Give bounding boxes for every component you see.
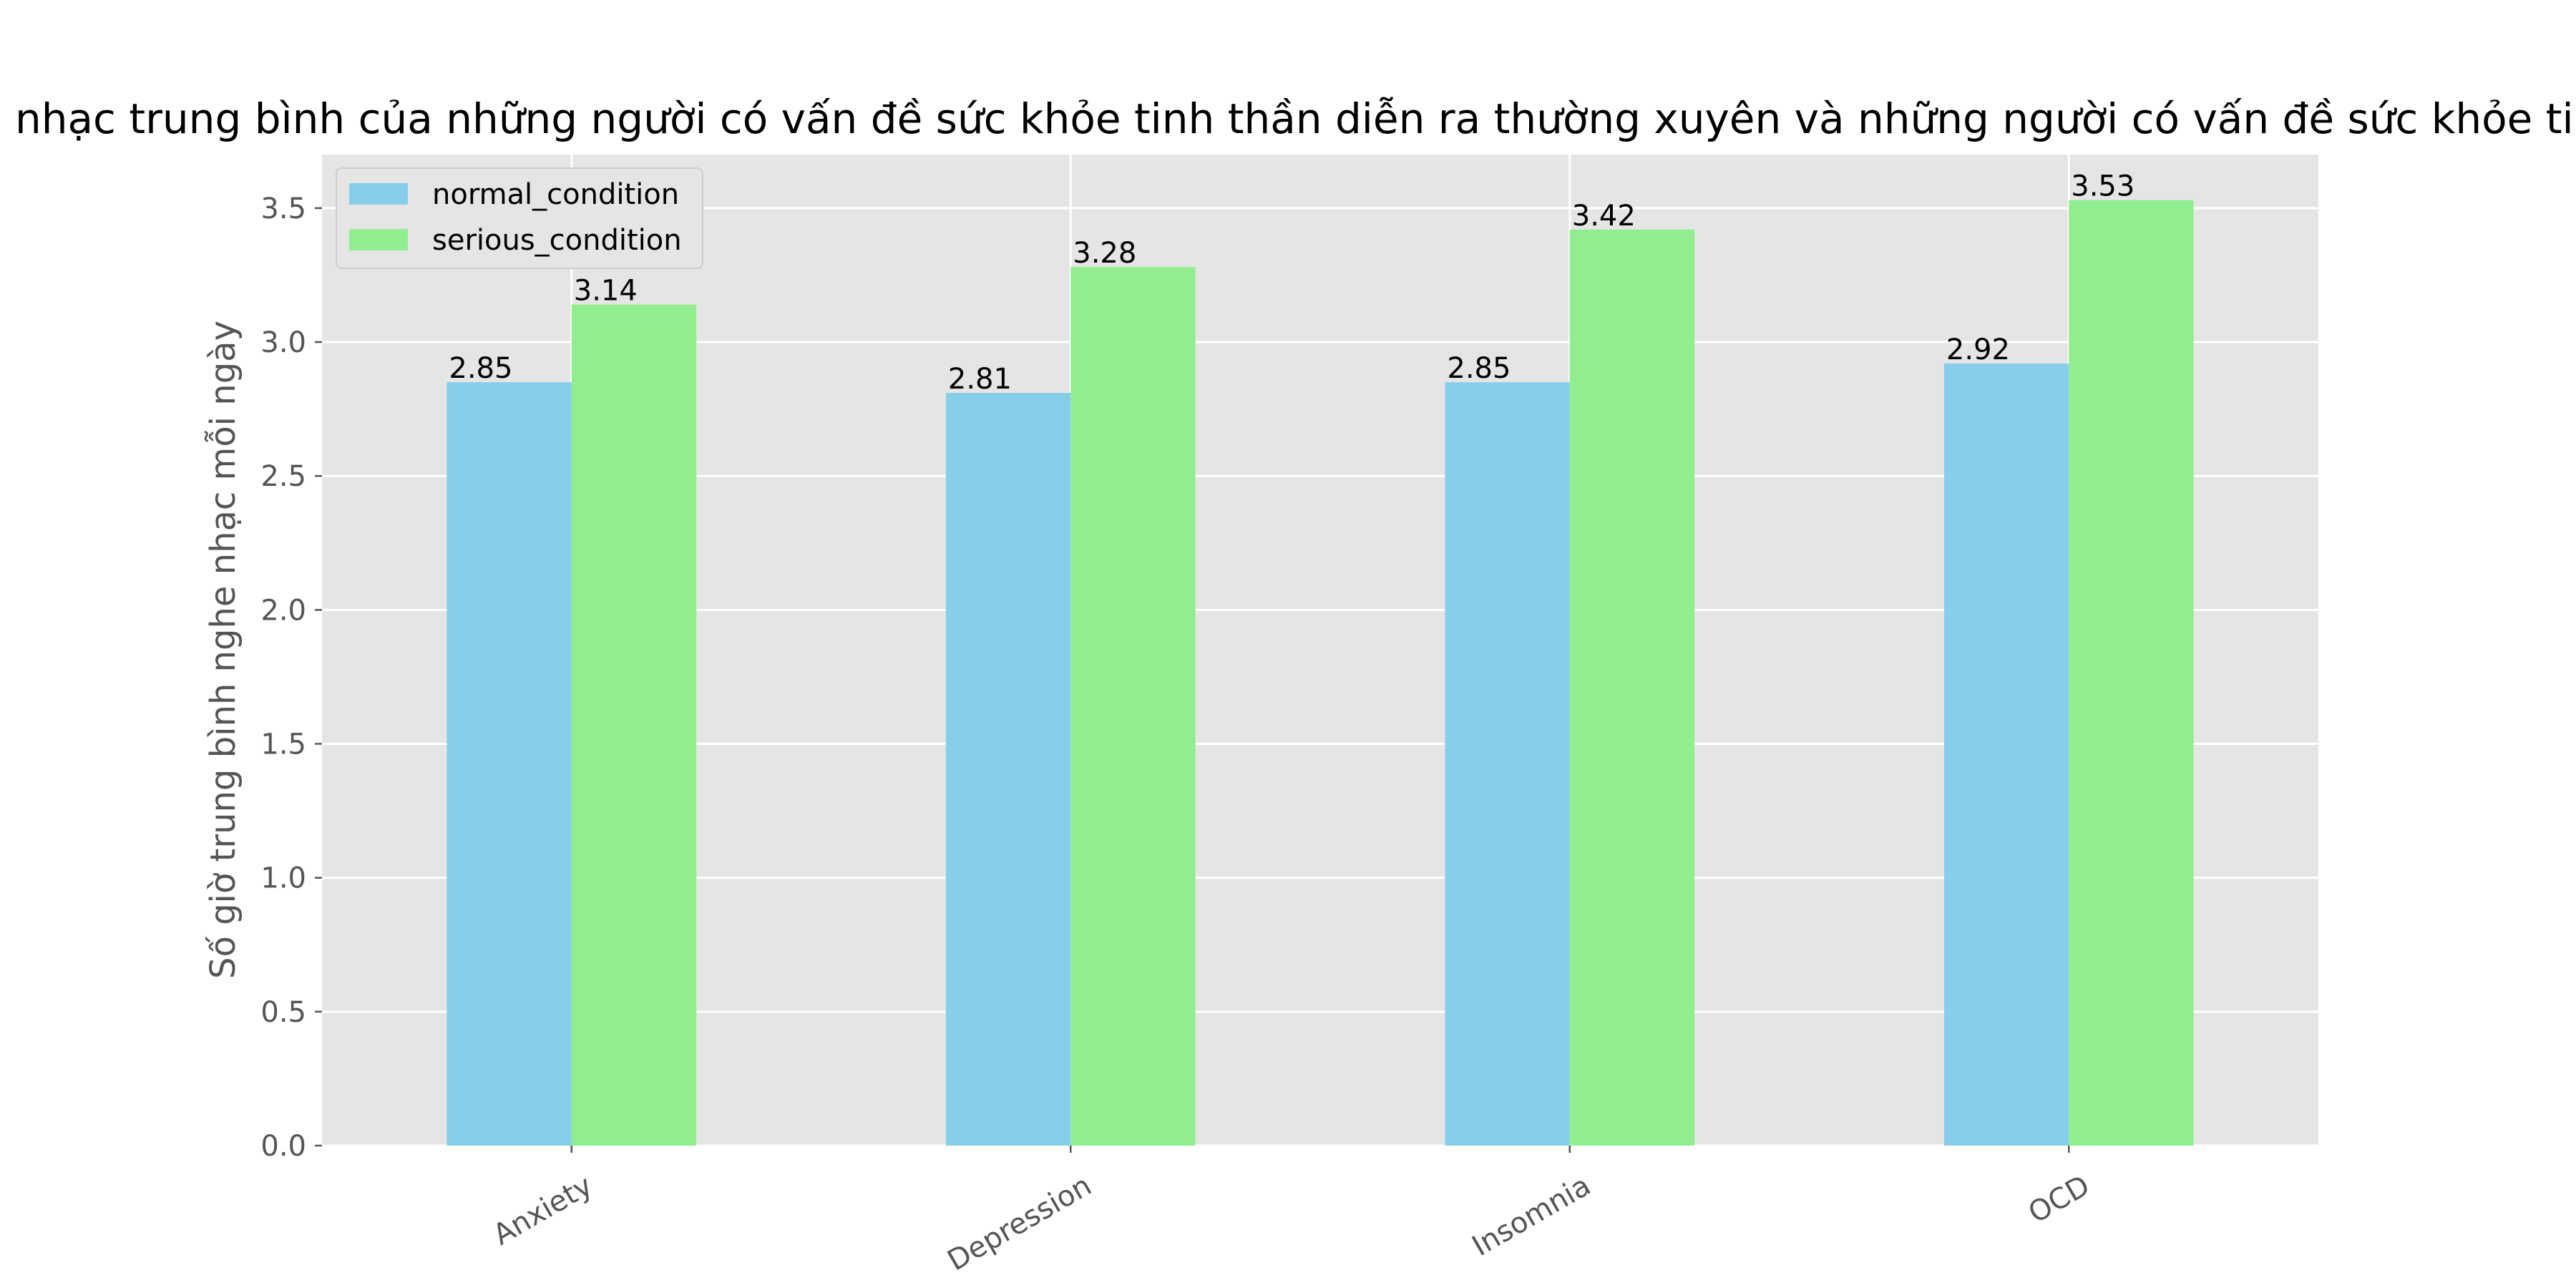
x-tick-label-insomnia: Insomnia <box>1467 1169 1596 1263</box>
y-tick-label: 3.5 <box>260 192 306 225</box>
legend-swatch-normal_condition <box>349 183 408 205</box>
bar-value-label: 2.85 <box>1447 352 1511 385</box>
bar-value-label: 2.92 <box>1946 333 2010 366</box>
bar-value-label: 3.14 <box>574 275 638 308</box>
x-tick-label-anxiety: Anxiety <box>488 1169 598 1252</box>
bar-value-label: 2.85 <box>449 352 512 385</box>
x-tick-label-ocd: OCD <box>2023 1169 2095 1230</box>
y-tick-label: 0.0 <box>260 1130 306 1163</box>
bar-serious_condition-anxiety <box>571 304 697 1146</box>
bar-normal_condition-anxiety <box>447 382 572 1146</box>
legend-label-normal_condition: normal_condition <box>432 178 679 211</box>
bar-serious_condition-depression <box>1070 267 1196 1146</box>
x-tick-label-depression: Depression <box>942 1169 1098 1278</box>
legend: normal_condition serious_condition <box>336 167 703 269</box>
y-tick-label: 1.5 <box>260 728 306 761</box>
y-tick-label: 2.5 <box>260 460 306 493</box>
y-axis: 0.0 0.5 1.0 1.5 2.0 2.5 3.0 3.5 <box>260 192 322 1163</box>
chart-title: So sánh số giờ nghe nhạc trung bình của … <box>0 94 2576 143</box>
bar-value-label: 3.53 <box>2071 170 2135 203</box>
y-axis-label: Số giờ trung bình nghe nhạc mỗi ngày <box>203 321 243 979</box>
bar-value-label: 3.28 <box>1073 237 1136 270</box>
bar-value-label: 3.42 <box>1572 200 1636 233</box>
bar-serious_condition-insomnia <box>1569 229 1695 1146</box>
y-tick-label: 2.0 <box>260 594 306 627</box>
bar-normal_condition-insomnia <box>1445 382 1570 1146</box>
y-tick-label: 1.0 <box>260 862 306 895</box>
y-tick-label: 0.5 <box>260 996 306 1029</box>
bars <box>447 200 2194 1146</box>
bar-value-label: 2.81 <box>948 363 1012 396</box>
bar-value-labels: 2.85 2.81 2.85 2.92 3.14 3.28 3.42 3.53 <box>449 170 2135 396</box>
legend-swatch-serious_condition <box>349 229 408 250</box>
y-tick-label: 3.0 <box>260 326 306 359</box>
bar-normal_condition-depression <box>945 393 1071 1146</box>
x-axis: Anxiety Depression Insomnia OCD <box>488 1146 2095 1278</box>
bar-normal_condition-ocd <box>1943 363 2069 1146</box>
legend-box <box>336 167 703 269</box>
legend-label-serious_condition: serious_condition <box>432 224 682 257</box>
bar-serious_condition-ocd <box>2069 200 2194 1146</box>
